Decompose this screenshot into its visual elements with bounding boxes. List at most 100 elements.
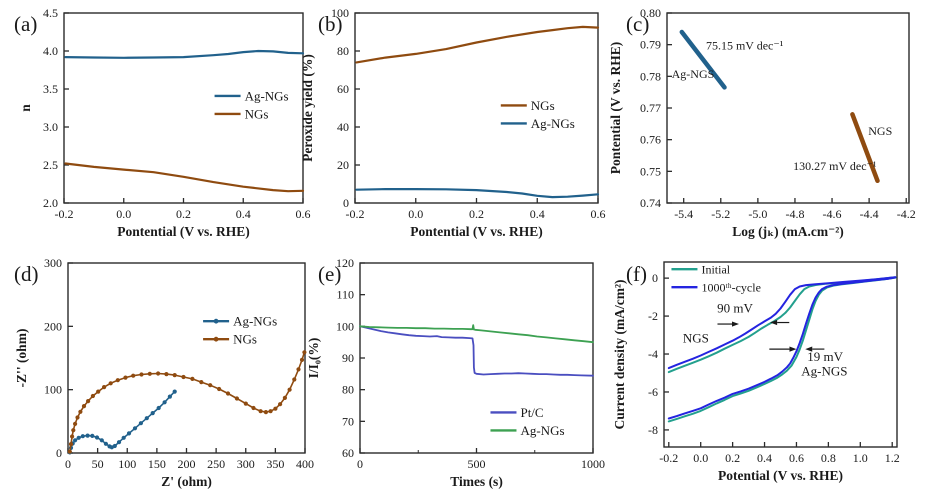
panel-letter: (c): [626, 12, 649, 36]
series-line-NGS: [850, 112, 880, 184]
x-tick-label: 0.0: [693, 451, 708, 465]
legend: Ag-NGs NGs: [214, 88, 289, 121]
legend-swatch-marker: [213, 318, 219, 324]
legend-label: NGs: [531, 98, 555, 113]
x-tick-label: -4.4: [860, 207, 879, 221]
y-tick-label: 200: [44, 319, 62, 333]
series-marker-NGs: [102, 385, 107, 390]
y-tick-label: 0.75: [640, 164, 661, 178]
y-tick-label: 4.0: [43, 44, 58, 58]
series-marker-NGs: [258, 409, 263, 414]
legend-label: Ag-NGs: [531, 116, 575, 131]
series-marker-Ag-NGs: [99, 438, 104, 443]
y-axis-title: n: [18, 104, 33, 112]
series-line-Ag-NGs: [355, 188, 600, 199]
series-marker-NGs: [282, 395, 287, 400]
series-marker-Ag-NGs: [162, 400, 167, 405]
y-tick-label: -8: [648, 423, 658, 437]
series-marker-NGs: [78, 409, 83, 414]
y-tick-label: -2: [648, 309, 658, 323]
y-tick-label: 110: [336, 288, 354, 302]
x-tick-label: 0.0: [116, 207, 131, 221]
series-marker-NGs: [86, 399, 91, 404]
legend-label: Ag-NGs: [520, 423, 564, 438]
legend-label: Initial: [701, 263, 730, 277]
y-tick-label: 2.0: [43, 196, 58, 210]
series-marker-NGs: [263, 410, 268, 415]
x-tick-label: 350: [266, 457, 284, 471]
series-marker-NGs: [296, 367, 301, 372]
series-line-1000th-AgNGS: [667, 276, 897, 420]
y-tick-label: 100: [336, 319, 354, 333]
series-marker-NGs: [199, 380, 204, 385]
series-marker-NGs: [164, 372, 169, 377]
panel-d: 0 50 100 150 200 250 300 350 400 0 100 200 300 Z' (oh…: [14, 256, 314, 489]
x-tick-label: -5.0: [748, 207, 767, 221]
series-marker-NGs: [172, 373, 177, 378]
legend: Pt/C Ag-NGs: [490, 405, 565, 438]
x-axis-title: Log (jₖ) (mA.cm⁻²): [732, 224, 844, 239]
series-marker-NGs: [243, 401, 248, 406]
x-axis-title: Potential (V vs. RHE): [718, 468, 843, 483]
series-marker-Ag-NGs: [112, 443, 117, 449]
series-marker-NGs: [147, 371, 152, 376]
y-axis-title: -Z'' (ohm): [14, 329, 29, 388]
series-marker-NGs: [139, 372, 144, 377]
series-line-Pt/C: [359, 325, 594, 377]
x-tick-label: 500: [468, 457, 486, 471]
panel-b: -0.2 0.0 0.2 0.4 0.6 0 20 40 60 80 100 Pontential (…: [300, 6, 606, 239]
y-tick-label: 70: [342, 414, 354, 428]
y-tick-label: 0.79: [640, 38, 661, 52]
x-tick-label: 0.6: [296, 207, 311, 221]
y-tick-label: 60: [342, 446, 354, 460]
x-tick-label: 200: [178, 457, 196, 471]
annotation-arrow-head: [805, 346, 813, 352]
x-tick-label: -4.2: [897, 207, 916, 221]
y-tick-label: 90: [342, 351, 354, 365]
x-tick-label: 1.0: [853, 451, 868, 465]
x-tick-label: 0.2: [469, 207, 484, 221]
x-tick-label: 0.6: [789, 451, 804, 465]
series-marker-NGs: [225, 391, 231, 396]
y-tick-label: 0.77: [640, 101, 661, 115]
series-marker-NGs: [234, 396, 239, 401]
y-tick-label: 80: [337, 44, 349, 58]
series-marker-NGs: [67, 449, 72, 454]
panel-letter: (a): [14, 12, 37, 36]
y-tick-label: 120: [336, 256, 354, 270]
y-tick-label: 0: [56, 446, 62, 460]
x-tick-label: 0: [65, 457, 71, 471]
series-line-NGs: [69, 351, 306, 453]
x-tick-label: 1000: [581, 457, 605, 471]
series-marker-Ag-NGs: [103, 441, 108, 446]
x-tick-label: -5.4: [674, 207, 693, 221]
plot-frame: [666, 12, 910, 204]
series-marker-Ag-NGs: [144, 416, 149, 421]
annotation-text: Ag-NGS: [672, 67, 715, 81]
series-marker-NGs: [70, 434, 75, 439]
series-marker-Ag-NGs: [132, 426, 138, 431]
panel-f: -0.2 0.0 0.2 0.4 0.6 0.8 1.0 1.2 0 -2 -4 -6 -8 Potent…: [612, 261, 900, 483]
series-marker-NGs: [292, 377, 297, 382]
series-line-NGs: [64, 162, 305, 193]
series-marker-NGs: [81, 404, 87, 409]
y-tick-label: 3.5: [43, 82, 58, 96]
series-marker-NGs: [73, 421, 78, 426]
legend-label: Pt/C: [520, 405, 543, 420]
series-line-1000ᵗʰ-cycle: [667, 276, 897, 370]
series-line-NGs: [355, 25, 600, 64]
series-marker-NGs: [287, 387, 292, 392]
annotation-text: Ag-NGS: [801, 363, 847, 378]
y-axis-title: Current density (mA/cm²): [612, 279, 627, 429]
annotation-text: NGS: [683, 330, 709, 345]
series-marker-Ag-NGs: [126, 431, 132, 436]
y-tick-label: -4: [648, 347, 658, 361]
series-marker-NGs: [156, 371, 161, 376]
series-marker-NGs: [90, 393, 95, 399]
x-tick-label: 0.2: [725, 451, 740, 465]
y-tick-label: 60: [337, 82, 349, 96]
legend: Initial 1000ᵗʰ-cycle: [671, 263, 761, 295]
x-tick-label: -5.2: [711, 207, 730, 221]
y-axis-title: I/I₀(%): [306, 338, 321, 379]
